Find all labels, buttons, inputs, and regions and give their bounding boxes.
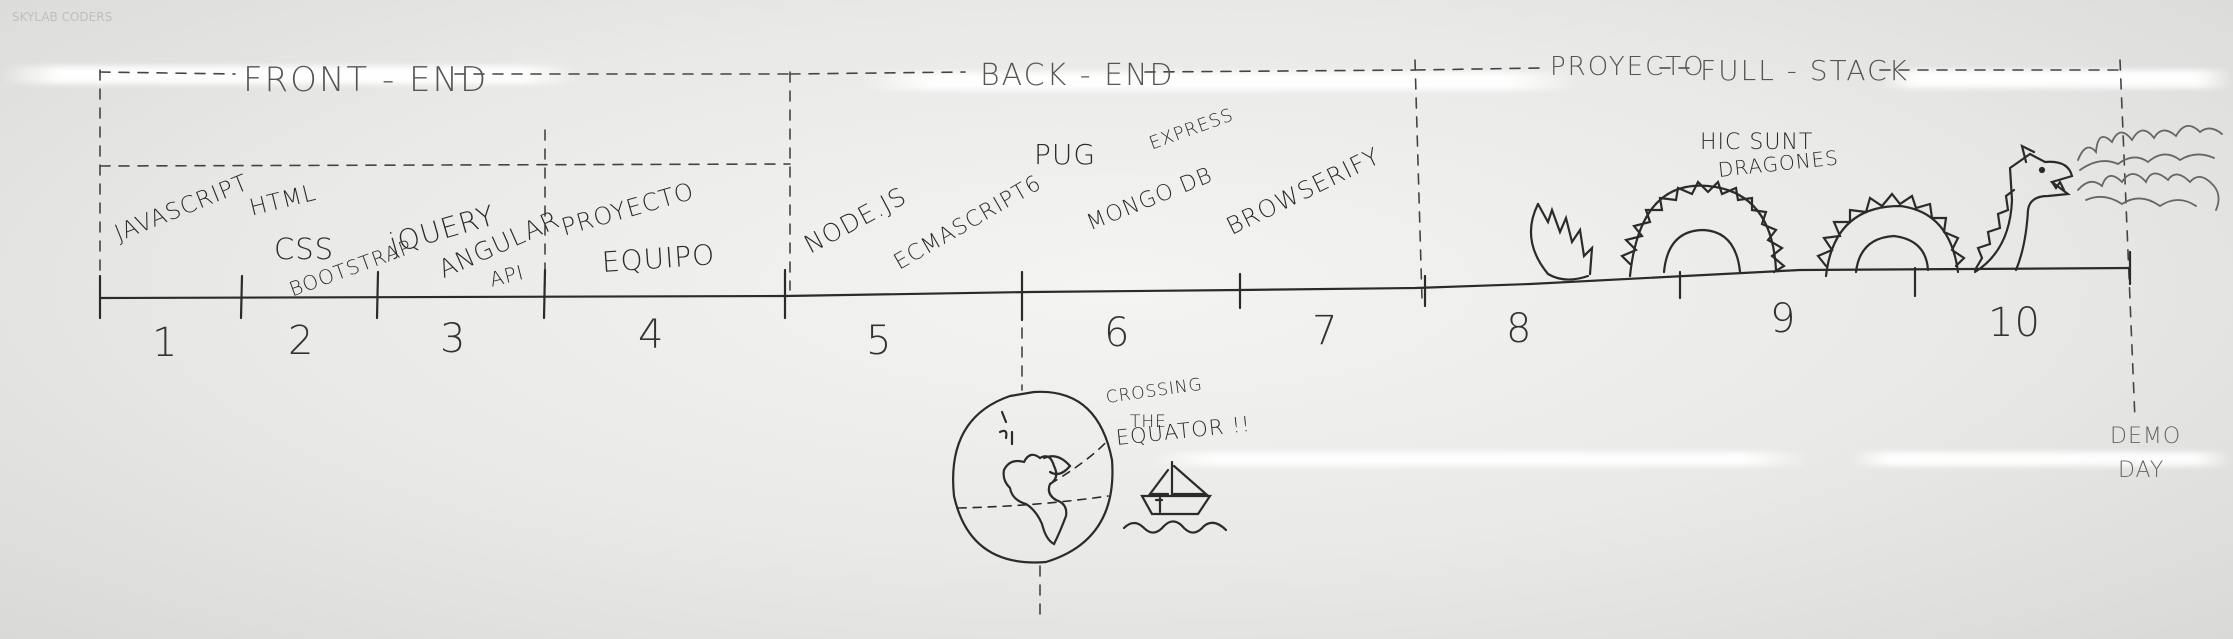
front-end-heading: FRONT - END <box>243 60 489 100</box>
back-end-heading: BACK - END <box>980 58 1175 93</box>
week-number: 6 <box>1104 310 1131 356</box>
divider-back-full <box>1414 59 1423 301</box>
week-number: 1 <box>152 320 179 366</box>
front-end-bracket-top <box>99 71 791 75</box>
demo-label: DEMO <box>2110 424 2182 449</box>
week-number: 9 <box>1770 296 1797 342</box>
proyecto-heading: PROYECTO <box>1550 52 1706 82</box>
full-stack-bracket-top <box>1414 67 2121 71</box>
week-number: 10 <box>1988 300 2041 346</box>
day-label: DAY <box>2118 458 2165 483</box>
week-number: 5 <box>866 318 893 364</box>
watermark: SKYLAB CODERS <box>12 10 113 24</box>
week-tick <box>375 270 380 320</box>
globe-icon <box>952 390 1114 564</box>
the-label: THE <box>1130 412 1167 432</box>
sea-serpent-icon <box>1529 179 1966 281</box>
timeline-axis <box>98 266 2132 300</box>
topic-css: CSS <box>274 232 335 266</box>
week-number: 2 <box>288 318 315 364</box>
demo-day-line <box>2119 59 2136 421</box>
full-stack-heading: FULL - STACK <box>1700 54 1909 87</box>
hic-sunt-label: HIC SUNT <box>1700 130 1814 155</box>
flame-icon <box>2077 125 2223 211</box>
week-number: 7 <box>1312 308 1339 354</box>
back-end-bracket-top <box>789 69 1416 75</box>
week-number: 3 <box>440 316 467 362</box>
week-number: 8 <box>1506 306 1533 352</box>
week-tick <box>542 268 547 320</box>
dragon-head-icon <box>1973 143 2074 274</box>
topic-pug: PUG <box>1034 138 1097 171</box>
sailboat-icon <box>1122 460 1228 534</box>
week-tick <box>239 274 244 320</box>
front-end-lower-bracket <box>99 163 791 167</box>
week-number: 4 <box>638 312 665 358</box>
